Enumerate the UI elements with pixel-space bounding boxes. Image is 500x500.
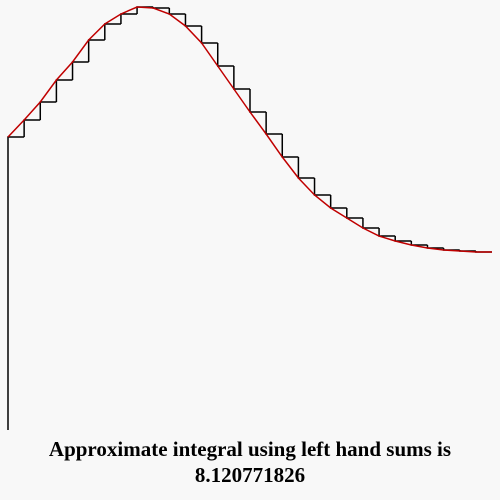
caption: Approximate integral using left hand sum…	[48, 437, 452, 487]
function-curve	[7, 6, 492, 253]
riemann-rect	[362, 218, 380, 229]
riemann-rect	[152, 7, 170, 9]
riemann-rect	[200, 26, 218, 44]
riemann-rect	[104, 23, 121, 40]
riemann-rect	[265, 112, 283, 135]
riemann-rect	[39, 101, 57, 120]
riemann-rect	[71, 61, 89, 80]
riemann-rect	[378, 228, 396, 237]
riemann-rect	[184, 14, 202, 27]
riemann-rect	[410, 241, 428, 246]
riemann-rect	[249, 89, 267, 113]
riemann-rect	[120, 13, 138, 24]
riemann-rect	[233, 66, 250, 90]
riemann-rect	[216, 43, 234, 67]
riemann-rect	[281, 134, 299, 158]
chart	[7, 6, 492, 430]
riemann-rect	[7, 136, 25, 430]
riemann-rect	[87, 39, 105, 62]
riemann-rect	[346, 208, 363, 219]
riemann-rect	[329, 195, 347, 209]
riemann-rect	[23, 119, 41, 137]
riemann-rect	[394, 236, 412, 242]
riemann-rect	[168, 8, 186, 15]
riemann-rect	[55, 79, 73, 102]
riemann-rect	[297, 157, 315, 179]
riemann-rect	[313, 178, 331, 196]
